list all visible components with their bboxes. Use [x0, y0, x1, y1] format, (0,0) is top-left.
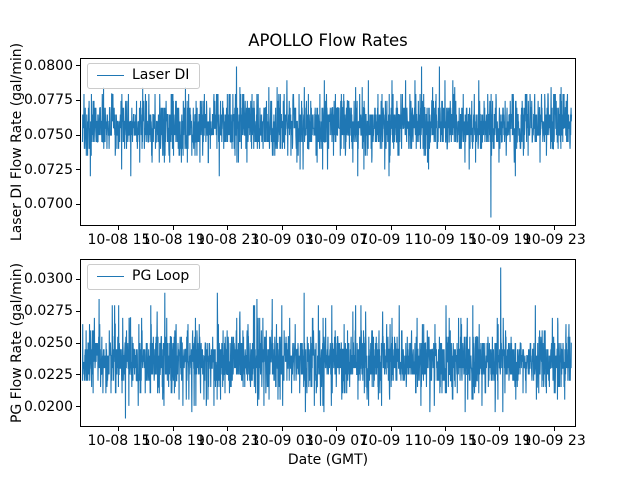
y-tick-mark [76, 134, 80, 136]
y-tick-mark [76, 203, 80, 205]
x-tick-mark [553, 226, 555, 230]
y-tick-label: 0.0750 [24, 127, 73, 144]
y-tick-label: 0.0725 [24, 161, 73, 178]
x-tick-label: 10-08 23 [196, 232, 260, 248]
legend-line-sample-icon [97, 276, 124, 277]
legend-laser-di: Laser DI [87, 63, 201, 89]
pg-loop-line-plot [81, 267, 572, 419]
x-tick-mark [390, 427, 392, 431]
x-tick-mark [172, 226, 174, 230]
legend-label-laser-di: Laser DI [132, 67, 190, 83]
y-tick-label: 0.0775 [24, 92, 73, 109]
x-tick-mark [553, 427, 555, 431]
x-tick-mark [281, 427, 283, 431]
x-tick-mark [118, 226, 120, 230]
x-tick-label: 10-08 15 [87, 433, 151, 449]
figure-title: APOLLO Flow Rates [248, 31, 408, 50]
y-tick-mark [76, 278, 80, 280]
x-tick-mark [499, 226, 501, 230]
x-tick-mark [444, 427, 446, 431]
x-tick-mark [281, 226, 283, 230]
y-tick-label: 0.0225 [24, 366, 73, 383]
y-tick-label: 0.0700 [24, 196, 73, 213]
x-tick-label: 10-08 15 [87, 232, 151, 248]
y-tick-mark [76, 99, 80, 101]
y-tick-mark [76, 310, 80, 312]
x-tick-label: 10-09 03 [250, 232, 314, 248]
y-tick-label: 0.0800 [24, 57, 73, 74]
y-tick-label: 0.0300 [24, 271, 73, 288]
x-tick-mark [172, 427, 174, 431]
axes-laser-di: Laser DI [80, 58, 576, 226]
y-tick-mark [76, 342, 80, 344]
y-tick-label: 0.0250 [24, 335, 73, 351]
x-tick-mark [227, 226, 229, 230]
x-tick-label: 10-09 11 [359, 433, 423, 449]
x-tick-label: 10-09 15 [413, 232, 477, 248]
x-tick-mark [499, 427, 501, 431]
y-tick-mark [76, 65, 80, 67]
y-tick-mark [76, 406, 80, 408]
x-tick-mark [390, 226, 392, 230]
x-tick-label: 10-08 19 [141, 232, 205, 248]
y-tick-label: 0.0275 [24, 303, 73, 320]
x-tick-label: 10-09 15 [413, 433, 477, 449]
y-tick-mark [76, 374, 80, 376]
x-tick-label: 10-09 07 [305, 232, 369, 248]
x-tick-label: 10-08 19 [141, 433, 205, 449]
x-tick-mark [227, 427, 229, 431]
data-series-laser-di [81, 66, 573, 218]
x-tick-label: 10-09 19 [468, 232, 532, 248]
x-tick-label: 10-09 11 [359, 232, 423, 248]
x-tick-label: 10-09 03 [250, 433, 314, 449]
legend-label-pg-loop: PG Loop [132, 268, 190, 284]
data-series-pg-loop [81, 267, 572, 419]
x-tick-mark [118, 427, 120, 431]
legend-line-sample-icon [97, 75, 124, 76]
y-tick-label: 0.0200 [24, 398, 73, 415]
x-tick-label: 10-09 23 [522, 433, 586, 449]
x-tick-mark [444, 226, 446, 230]
legend-pg-loop: PG Loop [87, 264, 201, 290]
x-tick-label: 10-09 07 [305, 433, 369, 449]
axes-pg-loop: PG Loop [80, 259, 576, 427]
x-tick-mark [336, 226, 338, 230]
x-tick-label: 10-09 19 [468, 433, 532, 449]
laser-di-line-plot [81, 66, 573, 218]
x-tick-label: 10-09 23 [522, 232, 586, 248]
x-axis-label: Date (GMT) [287, 452, 369, 468]
x-tick-mark [336, 427, 338, 431]
y-tick-mark [76, 169, 80, 171]
x-tick-label: 10-08 23 [196, 433, 260, 449]
